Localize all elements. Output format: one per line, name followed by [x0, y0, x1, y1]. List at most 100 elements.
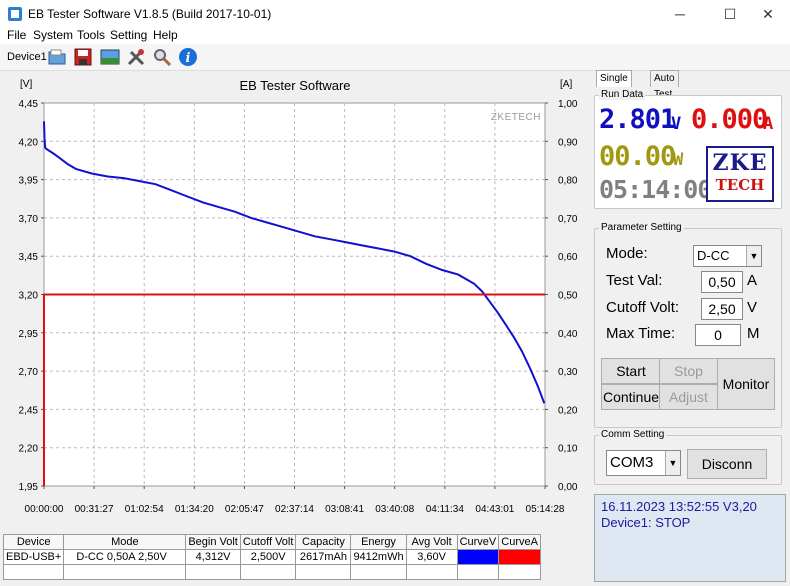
stop-button[interactable]: Stop: [659, 358, 718, 384]
menu-setting[interactable]: Setting: [110, 28, 148, 42]
disconnect-button[interactable]: Disconn: [687, 449, 767, 479]
col-avg-volt: Avg Volt: [405, 534, 458, 550]
monitor-button[interactable]: Monitor: [717, 358, 775, 410]
menu-system[interactable]: System: [33, 28, 74, 42]
col-energy: Energy: [350, 534, 407, 550]
chevron-down-icon[interactable]: ▼: [746, 246, 761, 266]
com-port-select[interactable]: COM3 ▼: [606, 450, 681, 476]
tools-icon[interactable]: [126, 47, 146, 67]
x-tick-label: 04:11:34: [426, 504, 465, 515]
table-header-row: Device Mode Begin Volt Cutoff Volt Capac…: [2, 534, 541, 550]
y-left-tick-label: 3,70: [19, 214, 39, 225]
current-readout: 0.000: [691, 104, 768, 135]
parameter-setting-group: Parameter Setting Mode: D-CC ▼ Test Val:…: [594, 222, 782, 428]
info-icon[interactable]: i: [178, 47, 198, 67]
x-tick-label: 00:00:00: [25, 504, 64, 515]
y-left-tick-label: 2,95: [19, 329, 39, 340]
table-row[interactable]: EBD-USB+ D-CC 0,50A 2,50V 4,312V 2,500V …: [2, 549, 541, 565]
save-icon[interactable]: [73, 47, 93, 67]
col-curve-a: CurveA: [498, 534, 541, 550]
status-log: 16.11.2023 13:52:55 V3,20 Device1: STOP: [594, 494, 786, 582]
voltage-unit: V: [671, 114, 681, 134]
y-right-tick-label: 0,70: [558, 214, 578, 225]
close-button[interactable]: ✕: [762, 6, 774, 22]
results-table: Device Mode Begin Volt Cutoff Volt Capac…: [2, 534, 541, 580]
run-data-title: Run Data: [599, 89, 646, 100]
menu-help[interactable]: Help: [153, 28, 178, 42]
voltage-readout: 2.801: [599, 104, 676, 135]
zketech-logo: ZKE TECH: [706, 146, 774, 202]
x-tick-label: 01:02:54: [125, 504, 164, 515]
voltage-curve: [43, 121, 546, 404]
mode-label: Mode:: [606, 245, 648, 262]
y-left-tick-label: 4,20: [19, 137, 39, 148]
y-left-tick-label: 1,95: [19, 482, 39, 493]
app-icon: [8, 7, 22, 21]
x-tick-label: 02:37:14: [275, 504, 314, 515]
y-left-tick-label: 4,45: [19, 99, 39, 110]
left-axis-unit: [V]: [20, 79, 32, 90]
curve-v-swatch[interactable]: [456, 549, 500, 565]
y-left-tick-label: 3,20: [19, 291, 39, 302]
toolbar: Device1 i: [0, 44, 790, 71]
y-left-tick-label: 3,95: [19, 176, 39, 187]
cutoff-volt-label: Cutoff Volt:: [606, 299, 680, 316]
mode-value: D-CC: [697, 248, 730, 263]
max-time-label: Max Time:: [606, 325, 676, 342]
y-right-tick-label: 0,10: [558, 444, 578, 455]
menu-file[interactable]: File: [7, 28, 27, 42]
chevron-down-icon[interactable]: ▼: [665, 451, 680, 475]
cell-avg-volt: 3,60V: [405, 549, 458, 565]
cell-cutoff-volt: 2,500V: [239, 549, 297, 565]
y-right-tick-label: 0,90: [558, 137, 578, 148]
x-tick-label: 02:05:47: [225, 504, 264, 515]
discharge-chart: 4,45 1,00 4,20 0,90 3,95 0,80 3,70 0,70 3,45 0,60…: [19, 78, 578, 515]
test-val-label: Test Val:: [606, 272, 663, 289]
cell-begin-volt: 4,312V: [185, 549, 241, 565]
cutoff-volt-unit: V: [747, 299, 758, 316]
y-left-tick-label: 2,70: [19, 367, 39, 378]
col-begin-volt: Begin Volt: [185, 534, 241, 550]
continue-button[interactable]: Continue: [601, 384, 661, 410]
y-left-tick-label: 2,20: [19, 444, 39, 455]
image-icon[interactable]: [100, 47, 120, 67]
grid: [44, 103, 545, 486]
start-button[interactable]: Start: [601, 358, 661, 384]
watermark: ZKETECH: [491, 112, 541, 123]
y-right-tick-label: 0,20: [558, 405, 578, 416]
status-line-2: Device1: STOP: [601, 515, 691, 530]
max-time-input[interactable]: 0: [695, 324, 741, 346]
tab-single-test[interactable]: Single Test: [596, 70, 632, 100]
svg-text:i: i: [186, 51, 191, 66]
curve-a-swatch[interactable]: [498, 549, 541, 565]
search-icon[interactable]: [152, 47, 172, 67]
y-right-tick-label: 0,60: [558, 252, 578, 263]
tab-auto-test[interactable]: Auto Test: [650, 70, 679, 100]
test-val-input[interactable]: 0,50: [701, 271, 743, 293]
maximize-button[interactable]: ☐: [723, 6, 737, 22]
col-cutoff-volt: Cutoff Volt: [239, 534, 297, 550]
series-layer: [43, 121, 546, 486]
x-tick-label: 03:08:41: [325, 504, 364, 515]
mode-select[interactable]: D-CC ▼: [693, 245, 762, 267]
window-title: EB Tester Software V1.8.5 (Build 2017-10…: [28, 7, 272, 21]
axis-ticks: 4,45 1,00 4,20 0,90 3,95 0,80 3,70 0,70 3,45 0,60…: [19, 99, 578, 515]
minimize-button[interactable]: ─: [675, 6, 685, 22]
status-line-1: 16.11.2023 13:52:55 V3,20: [601, 499, 757, 514]
chart-panel: 4,45 1,00 4,20 0,90 3,95 0,80 3,70 0,70 3,45 0,60…: [0, 72, 590, 532]
adjust-button[interactable]: Adjust: [659, 384, 718, 410]
test-val-unit: A: [747, 272, 758, 289]
max-time-unit: M: [747, 325, 760, 342]
x-tick-label: 01:34:20: [175, 504, 214, 515]
y-right-tick-label: 0,50: [558, 291, 578, 302]
x-tick-label: 04:43:01: [475, 504, 514, 515]
cell-mode: D-CC 0,50A 2,50V: [63, 549, 187, 565]
menu-bar: File System Tools Setting Help: [0, 28, 790, 44]
y-right-tick-label: 0,30: [558, 367, 578, 378]
comm-setting-title: Comm Setting: [599, 429, 667, 440]
cutoff-volt-input[interactable]: 2,50: [701, 298, 743, 320]
menu-tools[interactable]: Tools: [77, 28, 106, 42]
open-folder-icon[interactable]: [47, 47, 67, 67]
y-left-tick-label: 3,45: [19, 252, 39, 263]
elapsed-time-readout: 05:14:00: [599, 175, 712, 204]
